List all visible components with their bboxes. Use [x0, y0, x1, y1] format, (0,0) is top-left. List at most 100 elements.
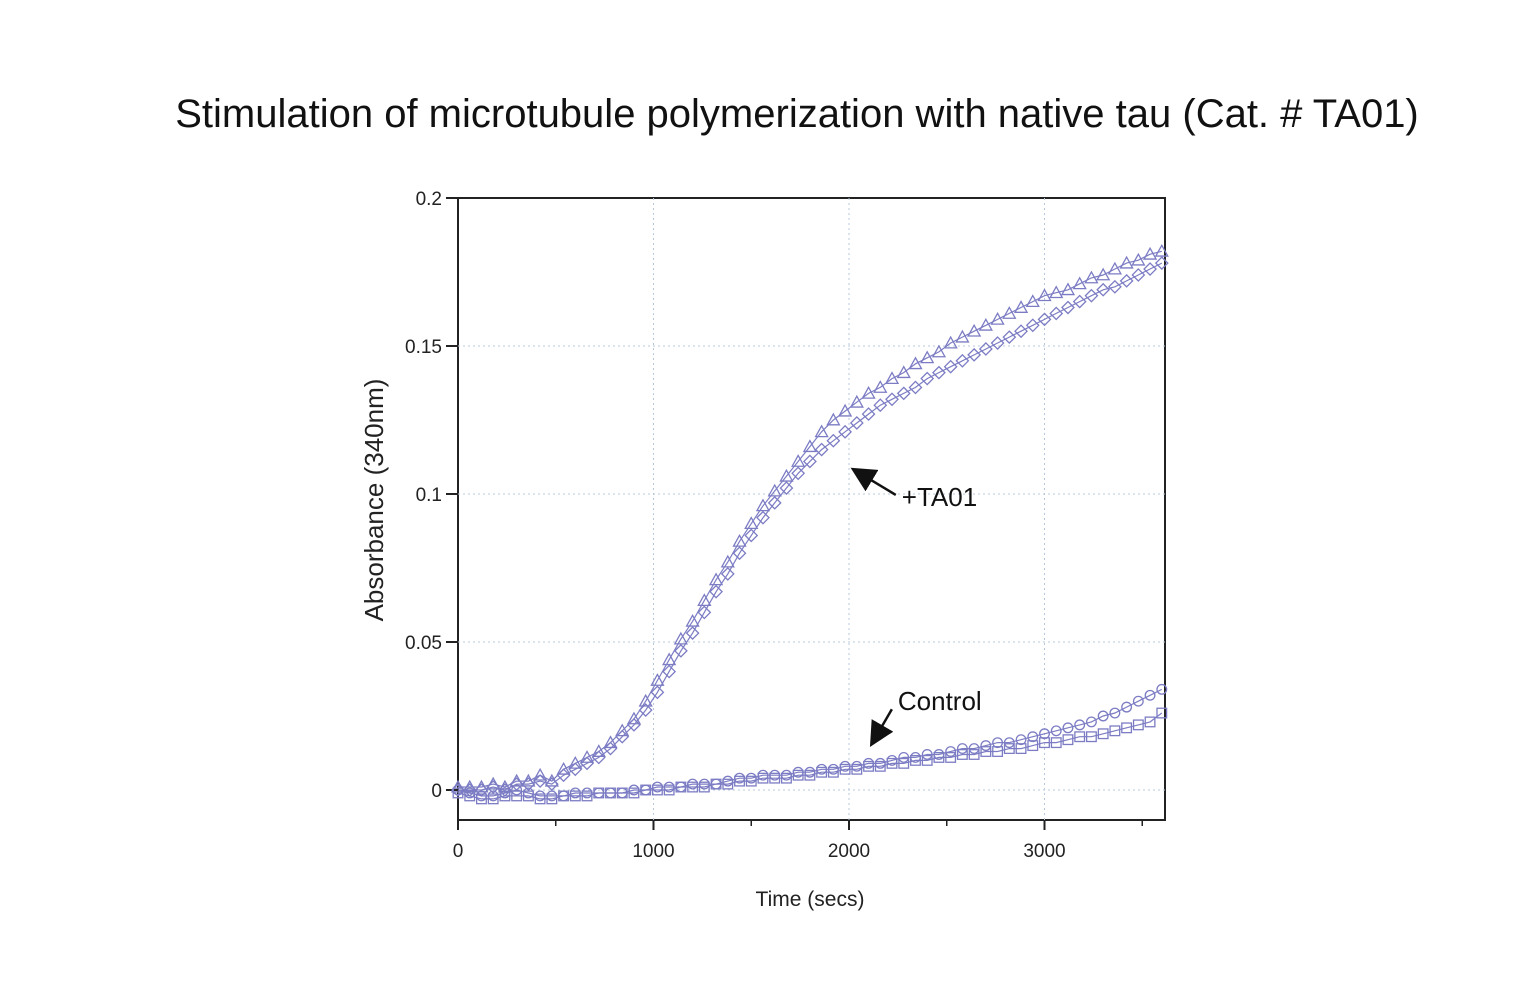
data-point-square [476, 793, 487, 805]
data-point-circle [1074, 719, 1086, 731]
data-point-square [522, 790, 534, 802]
data-point-triangle [533, 767, 548, 781]
data-point-circle [1085, 716, 1097, 728]
data-point-triangle [1119, 255, 1134, 269]
data-point-circle [980, 740, 992, 752]
data-point-square [1039, 737, 1050, 749]
data-point-diamond [1143, 262, 1157, 276]
data-point-circle [1003, 737, 1015, 749]
annotation-arrow [869, 708, 894, 747]
data-point-diamond [615, 729, 630, 744]
data-point-square [558, 790, 570, 802]
data-point-triangle [1072, 276, 1087, 290]
data-point-square [698, 781, 710, 793]
data-point-square [605, 787, 616, 799]
data-point-square [769, 772, 781, 784]
data-point-square [851, 763, 863, 775]
data-point-diamond [1061, 300, 1075, 315]
y-tick-label: 0 [431, 781, 442, 802]
y-tick-label: 0.15 [405, 337, 442, 358]
data-point-triangle [837, 403, 853, 417]
data-point-square [675, 781, 687, 793]
data-point-diamond [908, 380, 923, 395]
data-point-square [581, 790, 593, 802]
data-point-square [1062, 734, 1074, 746]
data-point-diamond [1131, 268, 1146, 282]
y-tick-label: 0.05 [405, 633, 442, 654]
data-point-triangle [884, 371, 900, 385]
data-point-square [640, 784, 652, 796]
data-point-circle [1121, 701, 1133, 713]
data-point-square [1003, 743, 1015, 755]
data-point-diamond [1107, 279, 1122, 294]
x-tick-label: 2000 [828, 841, 870, 862]
data-point-square [1015, 743, 1027, 755]
data-point-diamond [1002, 330, 1017, 345]
series-line [457, 688, 1163, 797]
data-point-diamond [591, 750, 606, 765]
data-point-triangle [579, 750, 595, 763]
y-tick-label: 0.1 [416, 485, 442, 506]
data-point-triangle [1142, 246, 1158, 260]
data-point-triangle [708, 572, 724, 586]
data-point-diamond [1037, 312, 1052, 327]
data-point-diamond [920, 371, 935, 386]
data-point-square [816, 766, 828, 778]
data-point-square [874, 760, 886, 772]
data-point-triangle [931, 344, 947, 358]
data-point-diamond [650, 685, 665, 700]
data-point-square [1027, 740, 1039, 752]
data-point-diamond [521, 777, 536, 791]
data-point-circle [1015, 734, 1027, 746]
data-point-square [499, 790, 511, 802]
data-point-square [933, 751, 945, 763]
data-point-circle [511, 784, 523, 796]
data-point-square [534, 793, 546, 805]
data-point-square [710, 778, 722, 790]
data-point-diamond [580, 756, 594, 771]
data-point-square [1074, 731, 1086, 743]
data-point-circle [921, 749, 933, 760]
data-point-diamond [955, 353, 970, 368]
data-point-triangle [685, 613, 700, 627]
data-point-circle [968, 743, 980, 755]
annotation-label: Control [898, 686, 982, 716]
data-point-square [886, 757, 898, 769]
data-point-triangle [1084, 270, 1099, 284]
data-point-triangle [568, 756, 583, 769]
data-point-square [1097, 728, 1109, 740]
data-point-square [687, 781, 699, 793]
data-point-square [745, 775, 757, 787]
data-point-diamond [1096, 282, 1111, 297]
data-point-circle [956, 743, 968, 755]
data-point-square [1132, 719, 1144, 731]
data-point-triangle [1154, 243, 1169, 257]
data-point-square [1121, 722, 1133, 734]
data-point-square [757, 772, 769, 784]
data-point-circle [1097, 710, 1109, 722]
data-point-triangle [744, 516, 759, 530]
series-group [450, 243, 1169, 805]
data-point-triangle [802, 439, 818, 453]
data-point-triangle [650, 673, 665, 686]
x-tick-label: 3000 [1023, 841, 1065, 862]
data-point-triangle [673, 631, 688, 645]
data-point-diamond [744, 528, 759, 543]
data-point-diamond [932, 365, 946, 380]
data-point-circle [1132, 695, 1144, 707]
data-point-square [898, 757, 910, 769]
data-point-triangle [720, 554, 735, 568]
data-point-triangle [732, 534, 747, 547]
series-diamond [451, 256, 1169, 797]
data-point-diamond [978, 342, 993, 356]
data-point-diamond [568, 762, 583, 777]
data-point-square [945, 751, 957, 763]
data-point-square [663, 784, 675, 796]
data-point-triangle [861, 386, 876, 399]
data-point-triangle [638, 693, 653, 707]
data-point-triangle [943, 335, 958, 349]
annotation-label: +TA01 [902, 482, 977, 512]
data-point-diamond [1084, 288, 1099, 303]
data-point-triangle [767, 483, 782, 497]
data-point-square [1050, 737, 1062, 749]
